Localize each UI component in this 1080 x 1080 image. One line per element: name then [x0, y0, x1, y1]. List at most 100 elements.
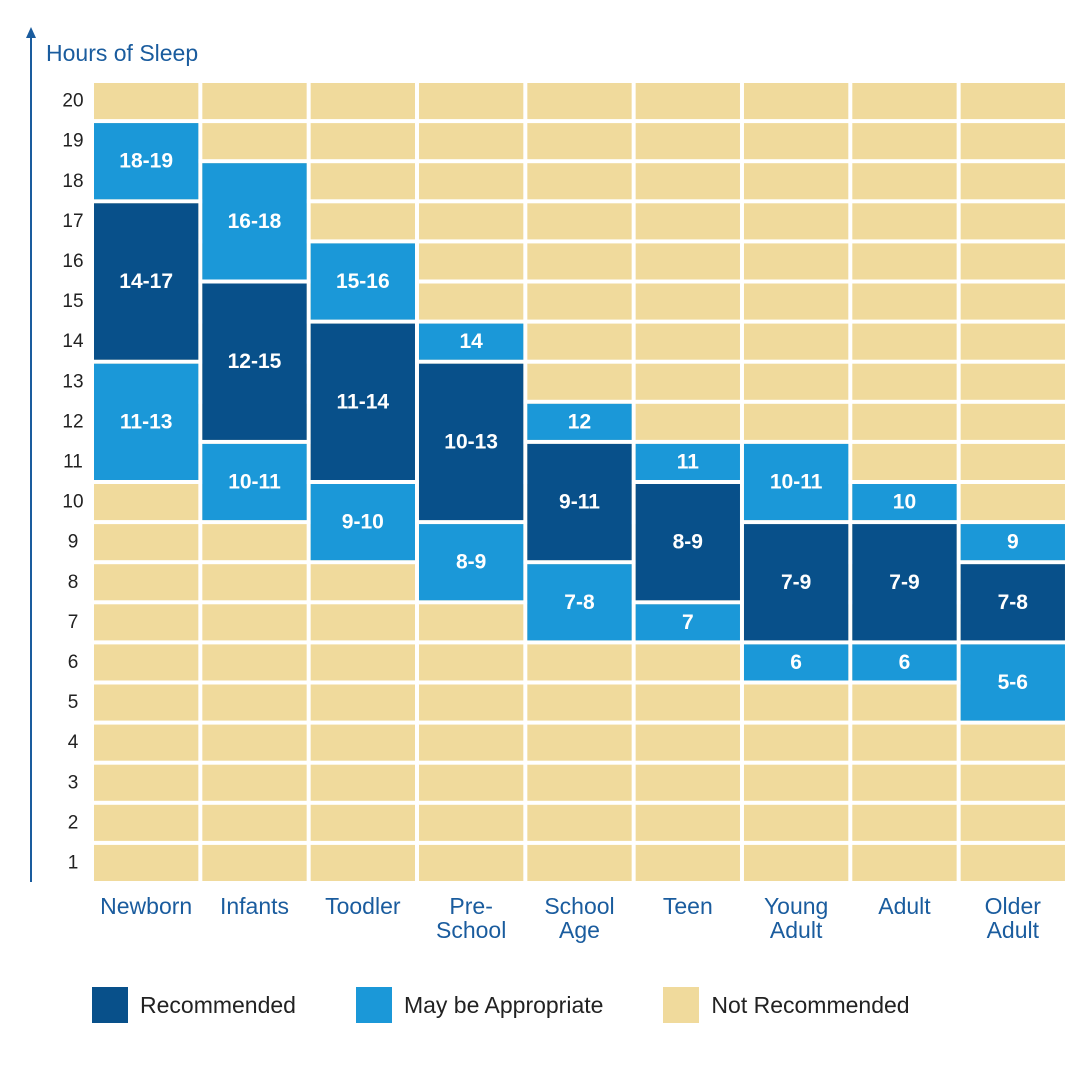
- cell-not-recommended: [743, 764, 849, 801]
- cell-not-recommended: [743, 403, 849, 440]
- category-label: School Age: [544, 893, 614, 943]
- y-tick-label: 9: [68, 532, 79, 553]
- y-tick-label: 8: [68, 572, 79, 593]
- y-tick-label: 20: [62, 91, 83, 112]
- cell-not-recommended: [635, 123, 740, 160]
- cell-not-recommended: [418, 764, 524, 801]
- block-label: 9: [1007, 531, 1019, 554]
- cell-not-recommended: [94, 644, 199, 681]
- cell-not-recommended: [743, 684, 849, 721]
- cell-not-recommended: [202, 604, 307, 641]
- cell-not-recommended: [418, 243, 524, 280]
- y-tick-label: 16: [62, 251, 83, 272]
- cell-not-recommended: [418, 83, 524, 120]
- category-label: Toodler: [325, 893, 401, 919]
- block-label: 11-14: [337, 390, 390, 413]
- cell-not-recommended: [418, 724, 524, 761]
- cell-not-recommended: [960, 484, 1065, 521]
- y-tick-label: 15: [62, 291, 83, 312]
- cell-not-recommended: [960, 283, 1065, 320]
- cell-not-recommended: [527, 644, 632, 681]
- cell-not-recommended: [635, 644, 740, 681]
- cell-not-recommended: [527, 243, 632, 280]
- cell-not-recommended: [743, 243, 849, 280]
- cell-not-recommended: [852, 764, 957, 801]
- cell-not-recommended: [743, 323, 849, 360]
- cell-not-recommended: [418, 644, 524, 681]
- cell-not-recommended: [310, 123, 415, 160]
- block-label: 9-11: [559, 491, 600, 514]
- cell-not-recommended: [852, 684, 957, 721]
- cell-not-recommended: [635, 764, 740, 801]
- cell-not-recommended: [960, 363, 1065, 400]
- cell-not-recommended: [527, 844, 632, 881]
- cell-not-recommended: [960, 243, 1065, 280]
- cell-not-recommended: [310, 203, 415, 240]
- block-label: 7-9: [781, 571, 811, 594]
- category-label: Pre-School: [436, 893, 506, 943]
- legend-label-may-be-appropriate: May be Appropriate: [403, 991, 604, 1018]
- cell-not-recommended: [852, 323, 957, 360]
- y-axis-arrow: [26, 27, 36, 38]
- cell-not-recommended: [94, 724, 199, 761]
- cell-not-recommended: [310, 724, 415, 761]
- cell-not-recommended: [852, 363, 957, 400]
- cell-not-recommended: [527, 323, 632, 360]
- block-label: 18-19: [119, 150, 173, 173]
- block-may-be-appropriate: [310, 484, 415, 561]
- block-label: 12: [568, 410, 591, 433]
- cell-not-recommended: [310, 844, 415, 881]
- cell-not-recommended: [960, 83, 1065, 120]
- cell-not-recommended: [310, 604, 415, 641]
- block-recommended: [635, 484, 740, 601]
- category-label: Newborn: [100, 893, 192, 919]
- cell-not-recommended: [635, 163, 740, 200]
- cell-not-recommended: [960, 403, 1065, 440]
- cell-not-recommended: [527, 283, 632, 320]
- y-tick-label: 4: [68, 732, 79, 753]
- cell-not-recommended: [527, 363, 632, 400]
- legend-label-not-recommended: Not Recommended: [711, 991, 910, 1018]
- legend: Recommended May be Appropriate Not Recom…: [92, 986, 1052, 1024]
- block-may-be-appropriate: [94, 123, 199, 200]
- block-may-be-appropriate: [960, 524, 1065, 561]
- cell-not-recommended: [960, 724, 1065, 761]
- cell-not-recommended: [743, 123, 849, 160]
- legend-item-recommended: Recommended: [92, 987, 296, 1023]
- block-may-be-appropriate: [202, 163, 307, 280]
- cell-not-recommended: [202, 764, 307, 801]
- cell-not-recommended: [527, 123, 632, 160]
- legend-item-not-recommended: Not Recommended: [663, 987, 910, 1023]
- block-label: 10: [893, 491, 916, 514]
- legend-label-recommended: Recommended: [140, 991, 296, 1018]
- cell-not-recommended: [852, 804, 957, 841]
- cell-not-recommended: [202, 123, 307, 160]
- y-tick-label: 5: [68, 692, 79, 713]
- category-label: Teen: [663, 893, 713, 919]
- block-may-be-appropriate: [94, 363, 199, 480]
- cell-not-recommended: [527, 724, 632, 761]
- cell-not-recommended: [960, 203, 1065, 240]
- cell-not-recommended: [852, 203, 957, 240]
- block-label: 7-8: [564, 591, 595, 614]
- block-label: 6: [899, 651, 911, 674]
- cell-not-recommended: [960, 804, 1065, 841]
- y-tick-label: 13: [62, 371, 83, 392]
- cell-not-recommended: [310, 804, 415, 841]
- block-may-be-appropriate: [202, 443, 307, 521]
- cell-not-recommended: [94, 684, 199, 721]
- y-tick-label: 12: [62, 411, 83, 432]
- cell-not-recommended: [852, 123, 957, 160]
- cell-not-recommended: [418, 123, 524, 160]
- cell-not-recommended: [635, 684, 740, 721]
- y-tick-label: 17: [62, 211, 83, 232]
- y-axis-title: Hours of Sleep: [46, 40, 198, 66]
- cell-not-recommended: [202, 724, 307, 761]
- cell-not-recommended: [635, 323, 740, 360]
- block-may-be-appropriate: [418, 323, 524, 360]
- legend-swatch-recommended: [92, 987, 128, 1023]
- cell-not-recommended: [94, 484, 199, 521]
- cell-not-recommended: [202, 644, 307, 681]
- block-label: 11-13: [120, 410, 173, 433]
- cell-not-recommended: [852, 83, 957, 120]
